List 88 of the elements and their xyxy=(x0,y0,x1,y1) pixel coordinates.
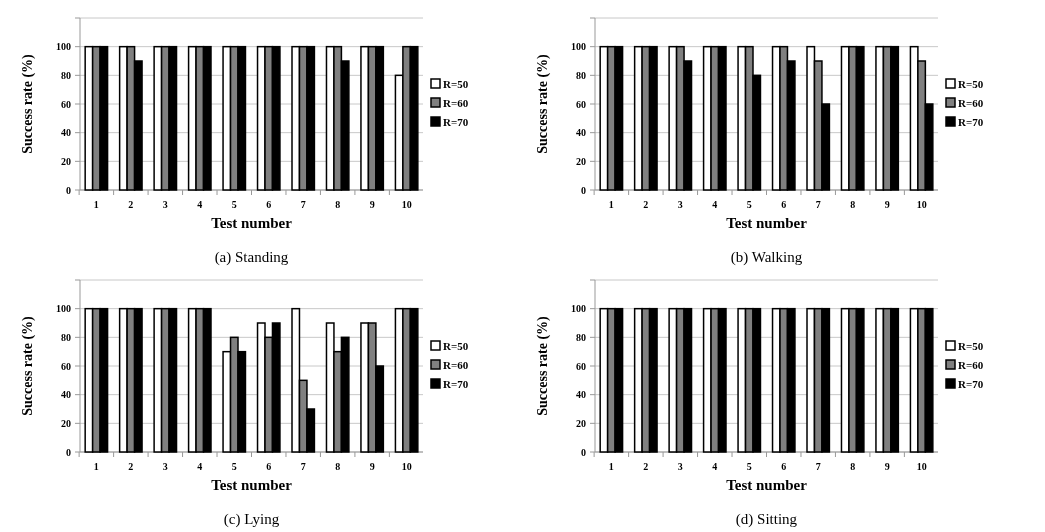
legend-label: R=60 xyxy=(958,96,984,109)
y-tick-label: 60 xyxy=(61,98,71,110)
y-tick-label: 20 xyxy=(61,417,71,429)
legend-label: R=50 xyxy=(443,339,469,352)
y-tick-label: 100 xyxy=(571,41,586,53)
y-axis-title: Success rate (%) xyxy=(535,53,551,154)
x-axis-title: Test number xyxy=(726,215,808,231)
legend-label: R=60 xyxy=(443,358,469,371)
x-tick-label: 10 xyxy=(401,199,412,210)
legend-label: R=70 xyxy=(958,377,984,390)
x-tick-label: 5 xyxy=(231,461,237,472)
x-tick-label: 2 xyxy=(128,199,134,210)
x-tick-label: 8 xyxy=(335,199,341,210)
y-tick-label: 40 xyxy=(61,127,71,139)
y-axis-title: Success rate (%) xyxy=(20,315,36,416)
x-tick-label: 2 xyxy=(643,461,649,472)
x-tick-label: 2 xyxy=(643,199,649,210)
x-tick-label: 6 xyxy=(266,461,272,472)
legend-label: R=50 xyxy=(958,77,984,90)
x-tick-label: 7 xyxy=(815,461,821,472)
y-tick-label: 20 xyxy=(61,155,71,167)
x-tick-label: 4 xyxy=(197,199,203,210)
x-tick-label: 3 xyxy=(677,461,683,472)
x-tick-label: 10 xyxy=(401,461,412,472)
text: (a) Standing xyxy=(214,249,289,266)
y-tick-label: 0 xyxy=(66,184,71,196)
text: (c) Lying xyxy=(223,511,280,528)
x-tick-label: 7 xyxy=(815,199,821,210)
y-tick-label: 40 xyxy=(576,389,586,401)
x-tick-label: 9 xyxy=(884,461,890,472)
legend-label: R=60 xyxy=(958,358,984,371)
x-tick-label: 4 xyxy=(197,461,203,472)
y-tick-label: 60 xyxy=(61,360,71,372)
text: (b) Walking xyxy=(730,249,803,266)
x-tick-label: 1 xyxy=(93,199,99,210)
x-tick-label: 10 xyxy=(916,199,927,210)
x-tick-label: 4 xyxy=(712,461,718,472)
x-tick-label: 6 xyxy=(781,461,787,472)
y-tick-label: 100 xyxy=(56,303,71,315)
x-tick-label: 8 xyxy=(850,461,856,472)
x-tick-label: 9 xyxy=(369,461,375,472)
y-tick-label: 60 xyxy=(576,360,586,372)
x-tick-label: 1 xyxy=(93,461,99,472)
x-tick-label: 4 xyxy=(712,199,718,210)
x-tick-label: 3 xyxy=(677,199,683,210)
x-tick-label: 8 xyxy=(335,461,341,472)
x-tick-label: 1 xyxy=(608,199,614,210)
legend-label: R=50 xyxy=(443,77,469,90)
y-axis-title: Success rate (%) xyxy=(535,315,551,416)
x-tick-label: 7 xyxy=(300,199,306,210)
x-axis-title: Test number xyxy=(211,215,293,231)
x-tick-label: 5 xyxy=(746,199,752,210)
y-tick-label: 0 xyxy=(66,446,71,458)
x-axis-title: Test number xyxy=(726,477,808,493)
x-tick-label: 9 xyxy=(369,199,375,210)
y-tick-label: 20 xyxy=(576,155,586,167)
x-tick-label: 10 xyxy=(916,461,927,472)
x-axis-title: Test number xyxy=(211,477,293,493)
x-tick-label: 6 xyxy=(266,199,272,210)
x-tick-label: 9 xyxy=(884,199,890,210)
y-tick-label: 100 xyxy=(56,41,71,53)
x-tick-label: 5 xyxy=(231,199,237,210)
y-tick-label: 60 xyxy=(576,98,586,110)
x-tick-label: 7 xyxy=(300,461,306,472)
y-tick-label: 100 xyxy=(571,303,586,315)
legend-label: R=70 xyxy=(443,377,469,390)
y-tick-label: 0 xyxy=(581,446,586,458)
legend-label: R=50 xyxy=(958,339,984,352)
y-tick-label: 0 xyxy=(581,184,586,196)
y-tick-label: 40 xyxy=(61,389,71,401)
x-tick-label: 2 xyxy=(128,461,134,472)
legend-label: R=60 xyxy=(443,96,469,109)
x-tick-label: 8 xyxy=(850,199,856,210)
y-tick-label: 20 xyxy=(576,417,586,429)
y-axis-title: Success rate (%) xyxy=(20,53,36,154)
legend-label: R=70 xyxy=(443,115,469,128)
legend-label: R=70 xyxy=(958,115,984,128)
x-tick-label: 5 xyxy=(746,461,752,472)
x-tick-label: 1 xyxy=(608,461,614,472)
x-tick-label: 6 xyxy=(781,199,787,210)
x-tick-label: 3 xyxy=(162,461,168,472)
text: (d) Sitting xyxy=(735,511,798,528)
y-tick-label: 80 xyxy=(61,69,71,81)
y-tick-label: 80 xyxy=(576,331,586,343)
y-tick-label: 40 xyxy=(576,127,586,139)
x-tick-label: 3 xyxy=(162,199,168,210)
y-tick-label: 80 xyxy=(61,331,71,343)
y-tick-label: 80 xyxy=(576,69,586,81)
